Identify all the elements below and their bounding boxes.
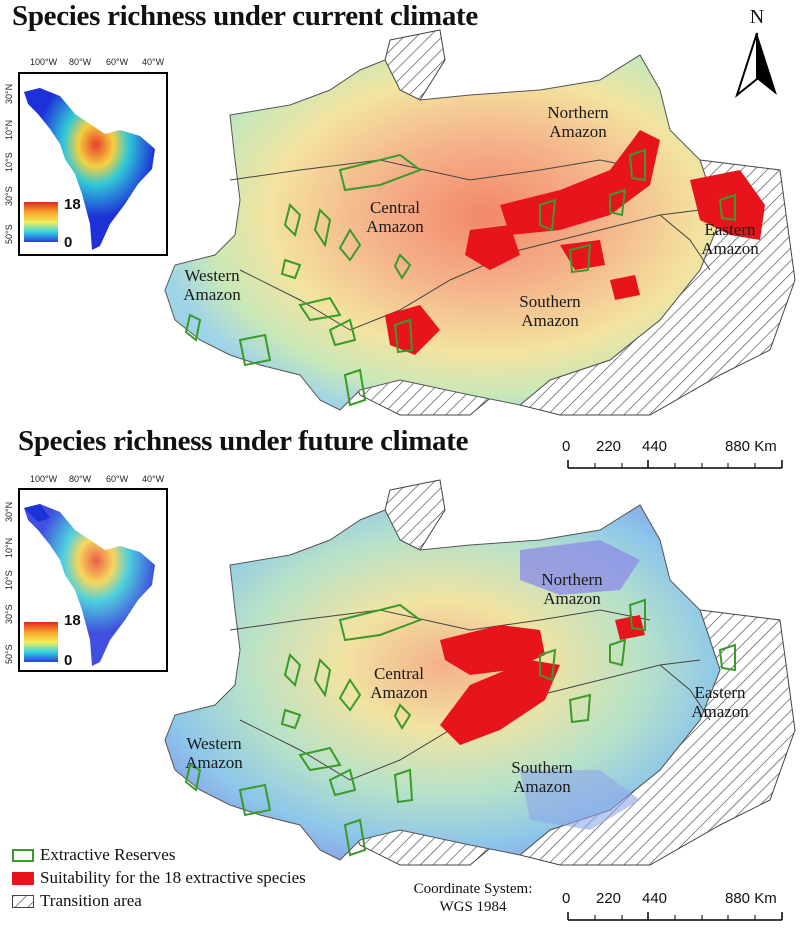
inset-lat-tick: 30°N [4, 83, 14, 104]
suitability-patches [440, 615, 645, 745]
legend-item-reserves: Extractive Reserves [12, 845, 306, 865]
inset-lon-tick: 40°W [142, 474, 165, 484]
scale-bar-bottom: 0 220 440 880 Km [562, 890, 783, 921]
inset-lat-tick: 10°N [4, 537, 14, 558]
inset-lon-tick: 100°W [30, 57, 58, 67]
inset-lat-tick: 10°S [4, 152, 14, 172]
region-label-northern: Northern Amazon [547, 103, 609, 141]
reserve-outline-icon [12, 848, 34, 862]
region-label-southern: Southern Amazon [511, 758, 573, 796]
map-title-future: Species richness under future climate [18, 425, 469, 457]
inset-lat-tick: 30°S [4, 186, 14, 206]
legend-item-suitability: Suitability for the 18 extractive specie… [12, 868, 306, 888]
inset-legend-min: 0 [64, 652, 73, 669]
region-boundary [229, 159, 651, 181]
region-boundary [239, 209, 701, 331]
inset-colorbar-current [24, 202, 58, 242]
region-label-western: Western Amazon [183, 266, 241, 304]
inset-legend-max: 18 [64, 196, 81, 213]
scale-bar-top: 0 220 440 880 Km [562, 438, 783, 469]
inset-lon-tick: 40°W [142, 57, 165, 67]
north-label: N [749, 6, 765, 28]
hatch-swatch-icon [12, 894, 34, 908]
map-legend: Extractive Reserves Suitability for the … [12, 845, 306, 911]
inset-lon-tick: 60°W [106, 474, 129, 484]
inset-lat-tick: 30°S [4, 604, 14, 624]
coordinate-system: Coordinate System: WGS 1984 [413, 881, 533, 915]
extractive-reserves [184, 148, 736, 407]
inset-lon-tick: 100°W [30, 474, 58, 484]
inset-legend-min: 0 [64, 234, 73, 251]
extractive-reserves [184, 598, 736, 857]
region-boundary [659, 664, 711, 721]
north-arrow-icon [735, 32, 777, 98]
map-title-current: Species richness under current climate [12, 0, 478, 32]
north-arrow: N [733, 6, 781, 99]
inset-lat-tick: 10°N [4, 119, 14, 140]
region-boundary [659, 214, 711, 271]
amazon-region-body [164, 54, 721, 411]
legend-item-transition: Transition area [12, 891, 306, 911]
amazon-map-future [164, 479, 796, 866]
suitability-swatch-icon [12, 871, 34, 885]
inset-lat-tick: 50°S [4, 224, 14, 244]
inset-lon-tick: 80°W [69, 474, 92, 484]
inset-lat-tick: 10°S [4, 570, 14, 590]
region-label-southern: Southern Amazon [519, 292, 581, 330]
region-label-western: Western Amazon [185, 734, 243, 772]
region-boundary [229, 609, 651, 631]
region-label-eastern: Eastern Amazon [701, 220, 759, 258]
inset-legend-max: 18 [64, 612, 81, 629]
inset-lon-tick: 80°W [69, 57, 92, 67]
region-label-eastern: Eastern Amazon [691, 683, 749, 721]
region-label-central: Central Amazon [366, 198, 424, 236]
region-label-northern: Northern Amazon [541, 570, 603, 608]
inset-lat-tick: 50°S [4, 644, 14, 664]
inset-lon-tick: 60°W [106, 57, 129, 67]
region-label-central: Central Amazon [370, 664, 428, 702]
inset-lat-tick: 30°N [4, 501, 14, 522]
inset-colorbar-future [24, 622, 58, 662]
amazon-map-current [164, 29, 796, 416]
